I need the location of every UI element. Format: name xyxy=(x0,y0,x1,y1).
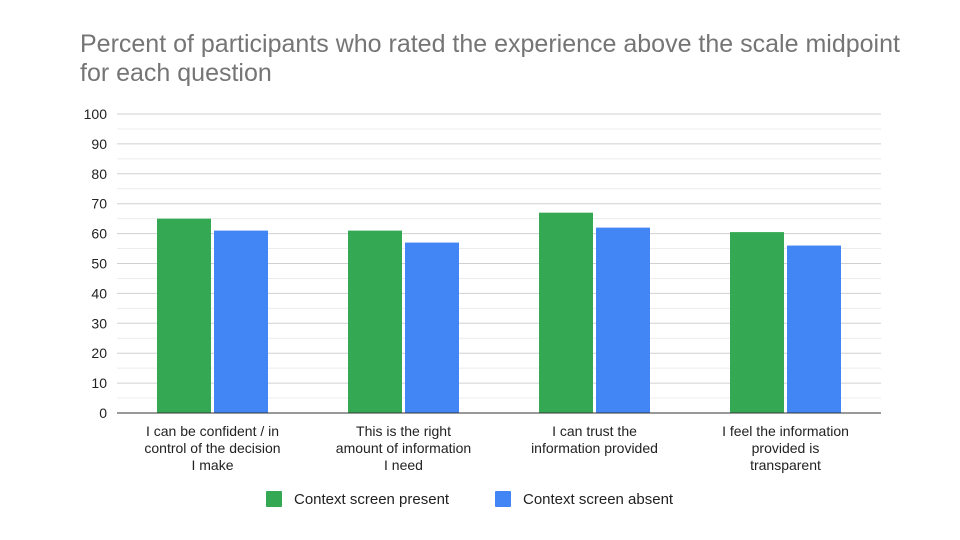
x-axis-labels: I can be confident / in control of the de… xyxy=(144,423,849,473)
bar-present-1 xyxy=(157,218,211,413)
legend-label: Context screen present xyxy=(294,491,450,508)
bar-absent-3 xyxy=(596,227,650,413)
y-tick-label: 100 xyxy=(84,106,108,122)
legend-label: Context screen absent xyxy=(523,491,674,508)
y-tick-label: 0 xyxy=(99,405,107,421)
chart-title: Percent of participants who rated the ex… xyxy=(80,30,900,87)
y-tick-label: 40 xyxy=(91,285,107,301)
y-tick-label: 80 xyxy=(91,166,107,182)
bar-absent-1 xyxy=(214,230,268,413)
bar-absent-4 xyxy=(787,245,841,413)
bars xyxy=(157,212,841,413)
y-tick-label: 20 xyxy=(91,345,107,361)
bar-absent-2 xyxy=(405,242,459,413)
legend-swatch xyxy=(266,491,282,507)
legend: Context screen present Context screen abs… xyxy=(266,491,674,508)
y-tick-label: 60 xyxy=(91,226,107,242)
x-category-label: This is the right amount of information I … xyxy=(336,423,471,473)
bar-present-4 xyxy=(730,232,784,413)
legend-item: Context screen absent xyxy=(495,491,674,508)
legend-item: Context screen present xyxy=(266,491,450,508)
bar-present-3 xyxy=(539,212,593,413)
legend-swatch xyxy=(495,491,511,507)
x-category-label: I can be confident / in control of the de… xyxy=(144,423,280,473)
y-tick-label: 90 xyxy=(91,136,107,152)
y-tick-label: 30 xyxy=(91,315,107,331)
y-tick-label: 70 xyxy=(91,196,107,212)
bar-present-2 xyxy=(348,230,402,413)
y-tick-label: 10 xyxy=(91,375,107,391)
x-category-label: I can trust the information provided xyxy=(531,423,658,456)
x-category-label: I feel the information provided is transpa… xyxy=(722,423,849,473)
y-axis-ticks: 0 10 20 30 40 50 60 70 80 90 100 xyxy=(84,106,108,421)
y-tick-label: 50 xyxy=(91,256,107,272)
